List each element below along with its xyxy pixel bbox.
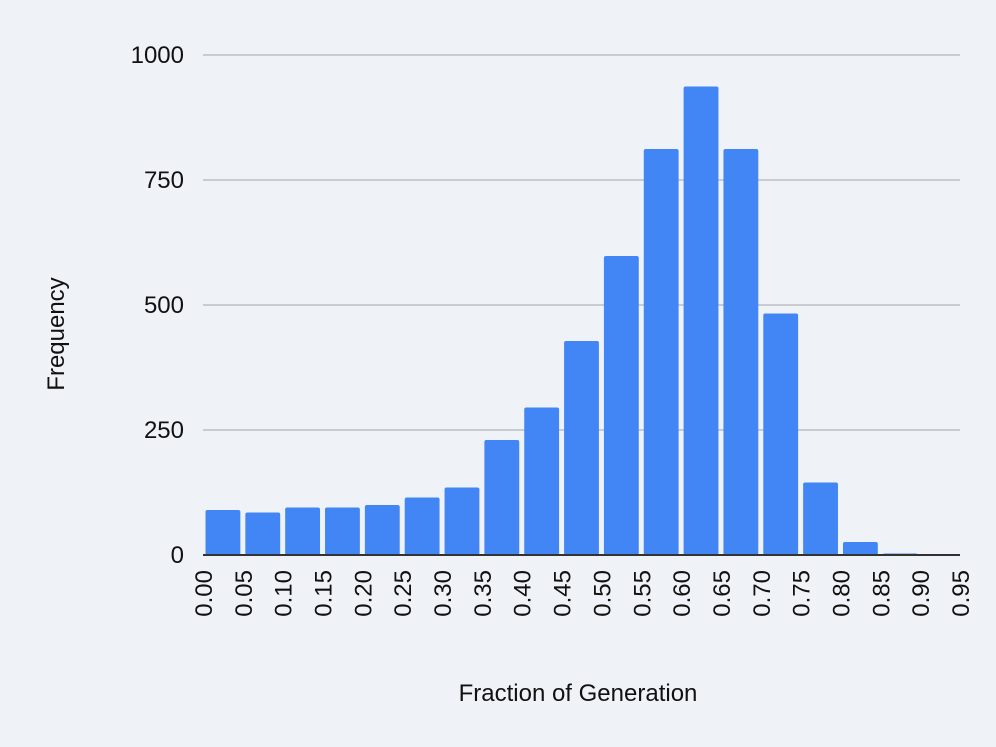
y-tick-label: 1000 [131, 42, 184, 69]
histogram-bar [564, 341, 599, 555]
y-tick-labels: 0 250 500 750 1000 [131, 42, 184, 569]
y-tick-label: 250 [144, 417, 184, 444]
x-tick-label: 0.75 [789, 570, 816, 617]
x-tick-label: 0.65 [709, 570, 736, 617]
x-tick-label: 0.85 [868, 570, 895, 617]
x-axis-title: Fraction of Generation [459, 680, 698, 707]
histogram-bar [683, 86, 719, 555]
histogram-bar [603, 256, 639, 555]
x-tick-label: 0.15 [311, 570, 338, 617]
histogram-bar [842, 542, 878, 555]
x-tick-label: 0.35 [470, 570, 497, 617]
y-tick-label: 750 [144, 167, 184, 194]
histogram-bar [763, 313, 799, 555]
histogram-bar [723, 149, 759, 555]
x-tick-label: 0.30 [430, 570, 457, 617]
histogram-bar [205, 510, 241, 555]
histogram-bar [803, 482, 838, 555]
x-tick-label: 0.70 [749, 570, 776, 617]
histogram-bar [444, 487, 480, 555]
bars [205, 86, 918, 555]
x-tick-label: 0.55 [629, 570, 656, 617]
histogram-bar [245, 512, 281, 555]
x-tick-label: 0.60 [669, 570, 696, 617]
x-tick-label: 0.00 [191, 570, 218, 617]
x-tick-labels: 0.00 0.05 0.10 0.15 0.20 0.25 0.30 0.35 0.40 0.45… [191, 570, 975, 617]
x-tick-label: 0.95 [948, 570, 975, 617]
x-tick-label: 0.40 [510, 570, 537, 617]
histogram-bar [643, 149, 679, 555]
y-axis-title: Frequency [43, 277, 70, 390]
histogram-bar [524, 407, 560, 555]
histogram-bar [484, 440, 520, 555]
x-tick-label: 0.45 [550, 570, 577, 617]
histogram-bar [364, 505, 400, 555]
histogram-bar [285, 507, 321, 555]
x-tick-label: 0.50 [589, 570, 616, 617]
x-tick-label: 0.80 [828, 570, 855, 617]
y-tick-label: 500 [144, 292, 184, 319]
x-tick-label: 0.90 [908, 570, 935, 617]
x-tick-label: 0.20 [350, 570, 377, 617]
histogram-bar [325, 507, 360, 555]
y-tick-label: 0 [171, 542, 184, 569]
x-tick-label: 0.25 [390, 570, 417, 617]
x-tick-label: 0.05 [231, 570, 258, 617]
histogram-bar [404, 497, 440, 555]
x-tick-label: 0.10 [271, 570, 298, 617]
